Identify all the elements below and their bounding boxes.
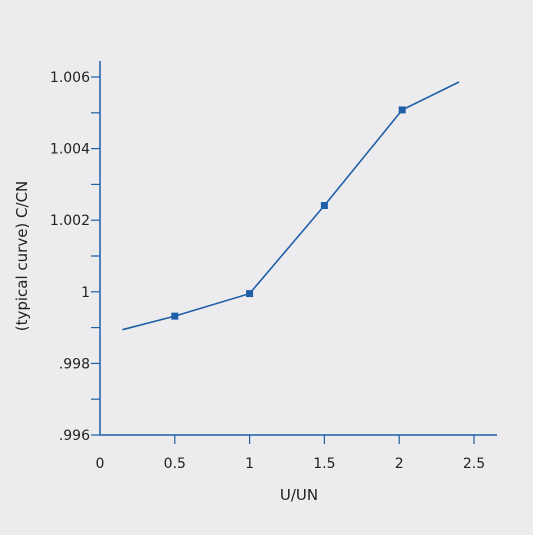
data-point-marker bbox=[246, 290, 254, 298]
series-line bbox=[122, 81, 460, 331]
y-tick-label: .998 bbox=[59, 356, 90, 372]
data-point-marker bbox=[320, 202, 328, 210]
x-tick-label: 2.5 bbox=[463, 456, 485, 472]
y-tick-label: 1.004 bbox=[50, 142, 90, 158]
x-tick-label: 0.5 bbox=[164, 456, 186, 472]
y-tick-label: 1 bbox=[81, 285, 90, 301]
x-tick-label: 0 bbox=[96, 456, 105, 472]
x-tick-label: 1 bbox=[245, 456, 254, 472]
y-tick-label: .996 bbox=[59, 428, 90, 444]
x-tick-label: 2 bbox=[395, 456, 404, 472]
x-axis-label: U/UN bbox=[280, 486, 318, 504]
data-point-marker bbox=[171, 312, 179, 320]
y-tick-label: 1.002 bbox=[50, 213, 90, 229]
y-axis-label: (typical curve) C/CN bbox=[13, 181, 31, 332]
x-tick-label: 1.5 bbox=[313, 456, 335, 472]
y-tick-label: 1.006 bbox=[50, 70, 90, 86]
data-point-marker bbox=[398, 106, 406, 114]
